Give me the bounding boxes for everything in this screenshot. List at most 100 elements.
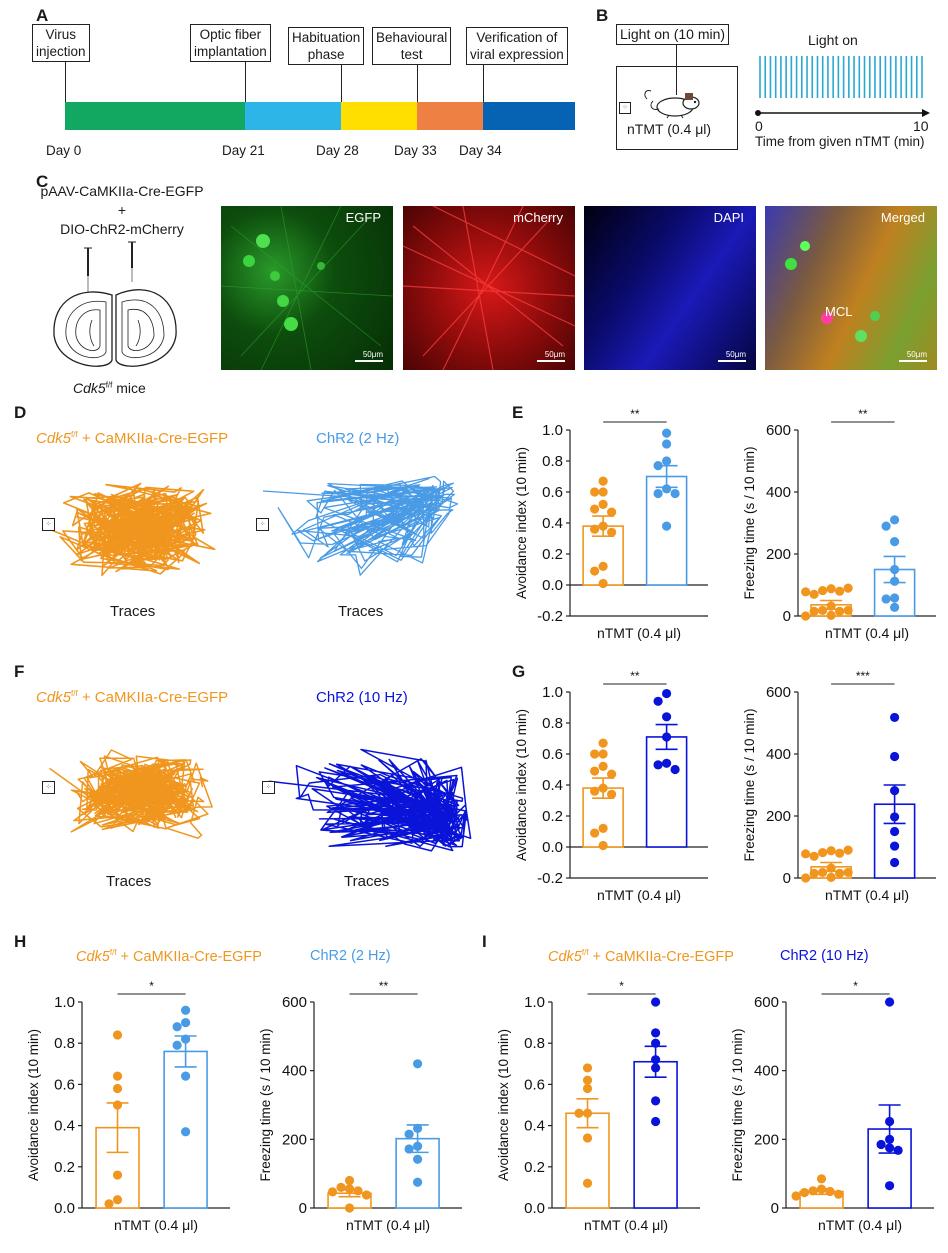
panel-letter-e: E	[512, 403, 524, 422]
data-point	[843, 605, 853, 616]
trace-d-control	[51, 482, 216, 577]
trace-d-chr2-2hz	[262, 475, 459, 576]
data-point	[172, 1040, 182, 1050]
scale-bar-dapi	[718, 360, 746, 362]
f-treat-label: ChR2 (10 Hz)	[316, 689, 408, 706]
data-point	[590, 749, 600, 759]
timeline-connector	[245, 62, 246, 102]
data-point	[651, 1038, 661, 1048]
significance-label: **	[379, 979, 389, 993]
data-point	[835, 606, 845, 616]
data-point	[662, 428, 672, 438]
timeline-event-box: Verification of viral expression	[466, 27, 568, 65]
data-point	[885, 1134, 895, 1144]
data-point	[413, 1059, 423, 1069]
y-tick-label: 400	[766, 746, 791, 763]
data-point	[876, 1139, 886, 1150]
timeline-connector	[341, 65, 342, 102]
h-control-gene: Cdk5	[76, 948, 110, 965]
timeline-day-label: Day 0	[46, 143, 82, 158]
data-point	[835, 868, 845, 878]
y-tick-label: 200	[766, 808, 791, 825]
data-point	[104, 1199, 114, 1209]
movement-trace	[268, 748, 472, 852]
data-point	[653, 488, 663, 499]
timeline-connector	[65, 62, 66, 102]
data-point	[843, 845, 853, 855]
i-control-rest: + CaMKIIa-Cre-EGFP	[588, 948, 734, 965]
data-point	[799, 1187, 810, 1198]
chart-h-freezing: 0 200 400 600 Freezing time (s / 10 min) nTMT…	[258, 979, 462, 1233]
data-point	[590, 786, 600, 796]
y-tick-label: 0	[783, 870, 791, 887]
timeline-event-box: Virus injection	[32, 24, 90, 62]
scale-bar-egfp	[355, 360, 383, 362]
data-point	[112, 1100, 123, 1110]
significance-label: *	[619, 979, 624, 993]
data-point	[885, 1143, 895, 1153]
data-point	[801, 849, 811, 859]
significance-label: **	[630, 670, 640, 683]
f-control-rest: + CaMKIIa-Cre-EGFP	[77, 689, 229, 706]
data-point	[890, 785, 900, 796]
y-tick-label: 0.6	[542, 746, 563, 763]
data-point	[890, 712, 900, 723]
data-point	[582, 1108, 593, 1118]
odor-source-icon-f2: ⁘	[262, 781, 275, 794]
data-point	[893, 1145, 903, 1155]
y-tick-label: 400	[766, 484, 791, 501]
data-point	[662, 688, 672, 699]
data-point	[413, 1141, 423, 1151]
data-point	[172, 1022, 182, 1032]
data-point	[651, 1063, 661, 1073]
y-tick-label: 200	[282, 1131, 307, 1148]
data-point	[590, 504, 600, 514]
y-tick-label: 0	[299, 1200, 307, 1217]
data-point	[181, 1018, 191, 1028]
genotype-gene: Cdk5	[73, 380, 106, 396]
timeline-segment	[417, 102, 483, 130]
x-axis-label: nTMT (0.4 μl)	[597, 625, 681, 641]
bar	[867, 1128, 912, 1209]
data-point	[112, 1030, 123, 1040]
data-point	[890, 564, 900, 575]
panel-letter-f: F	[14, 662, 25, 681]
data-point	[670, 488, 680, 499]
data-point	[598, 561, 608, 571]
f-control-sup: f/f	[71, 689, 78, 698]
bar	[645, 475, 688, 586]
micrograph-label-mcherry: mCherry	[513, 210, 563, 225]
y-axis-label: Freezing time (s / 10 min)	[742, 708, 757, 861]
y-tick-label: 0.2	[54, 1159, 75, 1176]
vector-plus: +	[117, 202, 127, 218]
data-point	[662, 712, 672, 722]
data-point	[590, 828, 600, 838]
y-tick-label: 0.4	[54, 1118, 75, 1135]
movement-trace	[49, 749, 213, 839]
data-point	[885, 1181, 895, 1191]
data-point	[404, 1144, 414, 1154]
data-point	[662, 521, 672, 531]
event-label-line1: Verification of	[476, 30, 558, 45]
data-point	[582, 1075, 593, 1085]
data-point	[598, 840, 608, 851]
data-point	[582, 1083, 593, 1094]
y-tick-label: 0.6	[524, 1076, 545, 1093]
data-point	[835, 586, 845, 596]
data-point	[112, 1071, 123, 1081]
trace-f-chr2-10hz	[268, 748, 472, 852]
data-point	[890, 576, 900, 586]
data-point	[826, 846, 836, 856]
data-point	[809, 868, 819, 878]
data-point	[818, 605, 828, 616]
event-label-line1: Habituation	[292, 30, 361, 45]
timeline-day-label: Day 34	[459, 143, 502, 158]
data-point	[181, 1071, 191, 1081]
data-point	[818, 847, 828, 858]
arena-box: ⁘ nTMT (0.4 μl)	[616, 66, 738, 150]
micrograph-label-merged: Merged	[880, 210, 925, 225]
time-axis-arrow-icon	[922, 109, 930, 117]
fiber-line	[676, 45, 677, 95]
x-axis-label: nTMT (0.4 μl)	[346, 1217, 430, 1233]
y-tick-label: 600	[754, 994, 779, 1011]
